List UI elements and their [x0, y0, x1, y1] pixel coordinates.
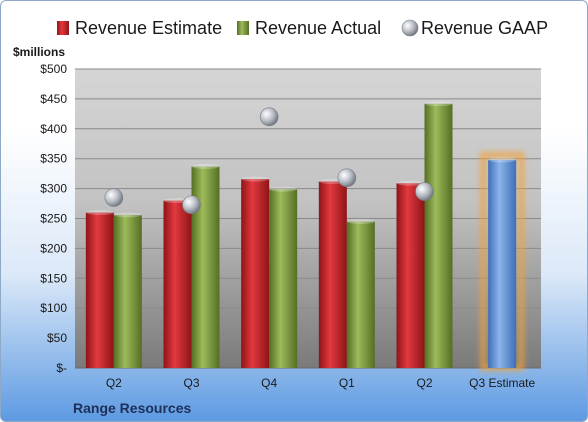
bar-q3-estimate: [488, 159, 517, 368]
bar-revenue-actual-top: [424, 101, 453, 107]
bar-revenue-actual-top: [191, 163, 220, 169]
x-axis-ticks: Q2 Q3 Q4 Q1 Q2 Q3 Estimate: [106, 376, 536, 390]
bar-revenue-estimate: [318, 181, 347, 368]
y-tick-label: $350: [40, 152, 67, 166]
y-tick-label: $150: [40, 271, 67, 285]
y-axis-ticks: $- $50 $100 $150 $200 $250 $300 $350 $400 $450 $50…: [40, 62, 67, 375]
y-tick-label: $500: [40, 62, 67, 76]
company-label: Range Resources: [73, 400, 191, 416]
x-tick-label: Q2: [106, 376, 122, 390]
legend-swatch: [401, 19, 419, 37]
legend-swatch: [57, 21, 69, 35]
x-tick-label: Q3 Estimate: [469, 376, 535, 390]
bar-revenue-estimate-top: [396, 180, 425, 186]
x-tick-label: Q1: [339, 376, 355, 390]
y-tick-label: $100: [40, 301, 67, 315]
y-tick-label: $50: [47, 331, 67, 345]
bar-revenue-actual: [269, 189, 298, 368]
y-tick-label: $450: [40, 92, 67, 106]
y-tick-label: $200: [40, 241, 67, 255]
legend-label: Revenue GAAP: [421, 18, 548, 38]
y-tick-label: $-: [56, 361, 67, 375]
x-tick-label: Q2: [416, 376, 432, 390]
bar-revenue-actual: [113, 214, 142, 368]
bar-revenue-actual: [424, 103, 453, 369]
marker-revenue-gaap: [415, 182, 434, 201]
bar-q3-estimate-top: [488, 157, 517, 163]
bar-revenue-actual-top: [113, 212, 142, 218]
bar-revenue-actual: [346, 221, 375, 368]
bar-revenue-actual-top: [269, 186, 298, 192]
legend-label: Revenue Actual: [255, 18, 381, 38]
x-tick-label: Q4: [261, 376, 277, 390]
x-tick-label: Q3: [183, 376, 199, 390]
marker-revenue-gaap: [104, 188, 124, 207]
legend: Revenue Estimate Revenue Actual Revenue GA…: [57, 18, 548, 38]
bar-revenue-estimate: [241, 179, 270, 368]
y-tick-label: $250: [40, 212, 67, 226]
gridlines: [75, 68, 541, 369]
bar-revenue-estimate: [85, 212, 114, 368]
bars: [85, 101, 525, 371]
bar-revenue-estimate-top: [241, 176, 270, 182]
marker-revenue-gaap: [182, 195, 201, 215]
bar-revenue-actual-top: [346, 218, 375, 224]
y-tick-label: $300: [40, 182, 67, 196]
legend-label: Revenue Estimate: [75, 18, 222, 38]
bar-revenue-estimate-top: [85, 210, 114, 216]
unit-label: $millions: [13, 45, 65, 59]
legend-swatch: [237, 21, 249, 35]
marker-revenue-gaap: [337, 168, 357, 188]
bar-revenue-estimate: [396, 183, 425, 368]
gaap-markers: [104, 107, 434, 215]
y-tick-label: $400: [40, 122, 67, 136]
marker-revenue-gaap: [259, 107, 279, 127]
bar-revenue-estimate: [163, 200, 192, 368]
